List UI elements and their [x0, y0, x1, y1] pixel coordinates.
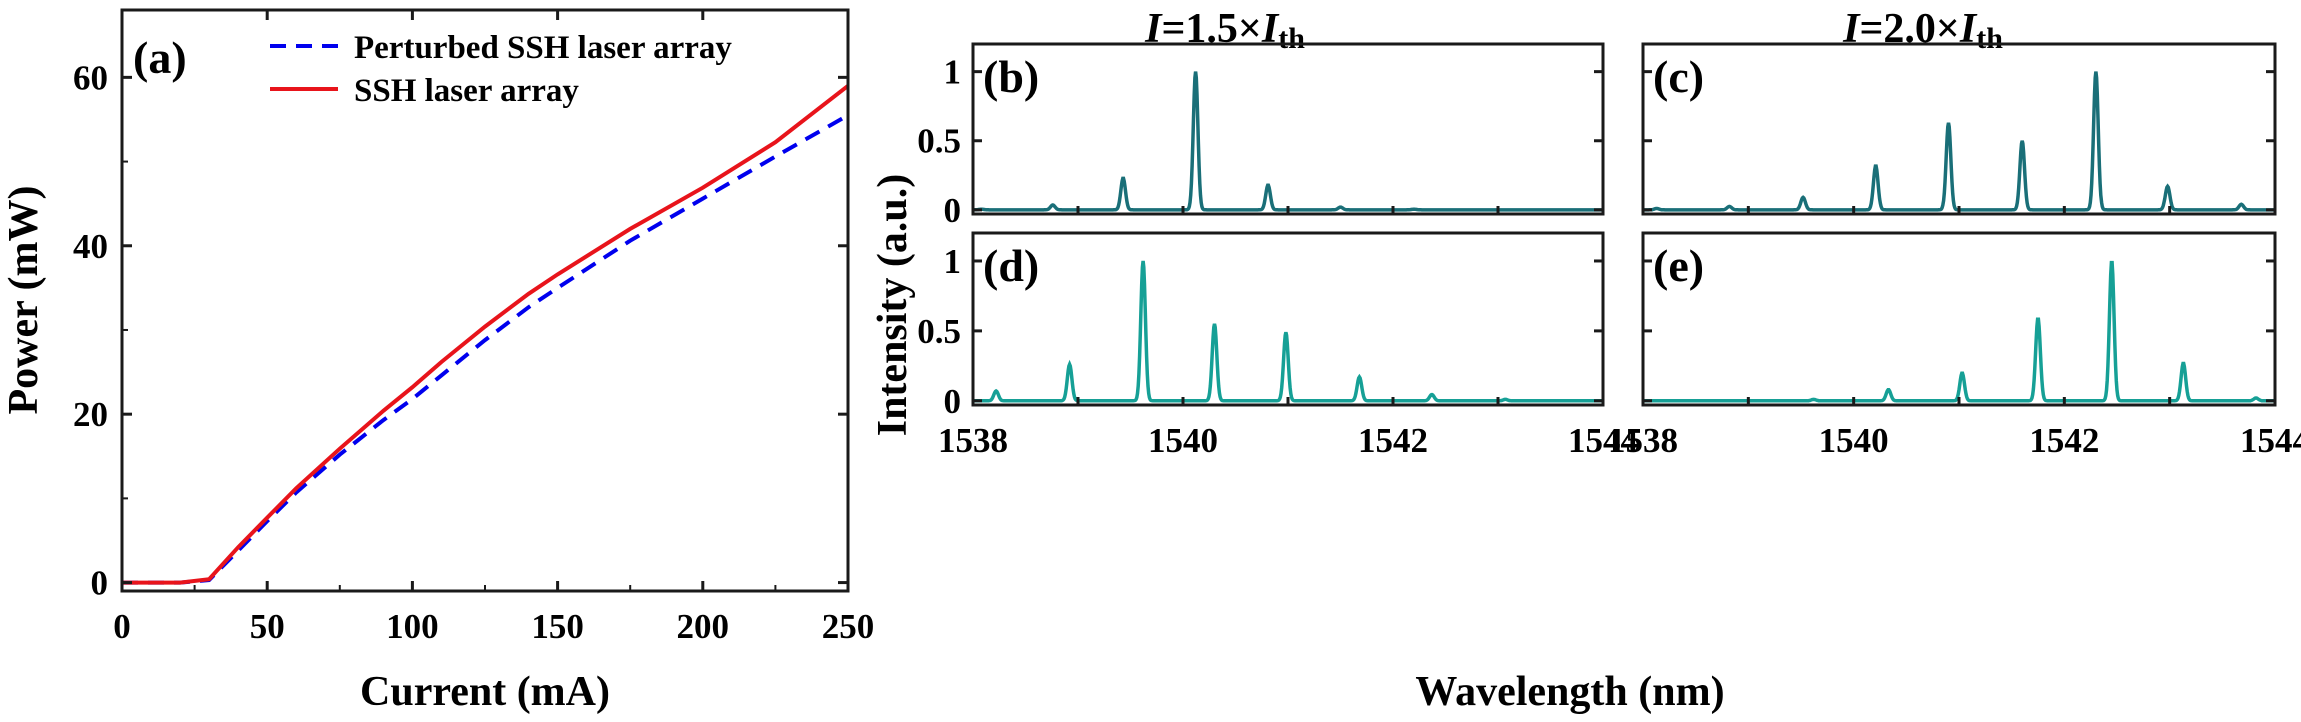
x-tick-label: 50	[250, 607, 285, 646]
panel-a-frame	[120, 8, 850, 593]
x-tick-label: 1544	[2240, 421, 2301, 460]
y-tick-label: 0.5	[917, 312, 961, 351]
panel-e-ticks: 1538 1540 1542 1544	[1608, 259, 2301, 460]
column-title-left: I=1.5×Ith	[1144, 6, 1305, 55]
x-tick-label: 100	[386, 607, 439, 646]
panel-e-frame	[1641, 231, 2277, 407]
spectrum-line	[973, 260, 1603, 403]
y-tick-label: 0.5	[917, 122, 961, 161]
panel-b-spectrum: 00.51 (b)	[917, 42, 1605, 230]
shared-x-axis-label: Wavelength (nm)	[1415, 669, 1724, 715]
y-tick-label: 1	[944, 242, 962, 281]
x-tick-label: 1538	[1608, 421, 1678, 460]
panel-d-spectrum: 0 0.5 1 1538 1540 1542 1544 (d)	[917, 231, 1638, 460]
panel-e-label: (e)	[1653, 240, 1704, 291]
spectrum-line	[1643, 71, 2275, 212]
panel-c-frame	[1641, 42, 2277, 216]
panel-b-frame	[971, 42, 1605, 216]
panel-a-ticks: 0 50 100 150 200 250 0 20 40 60	[73, 10, 874, 646]
panel-a-y-axis-label: Power (mW)	[1, 186, 47, 415]
panel-e-trace	[1643, 260, 2275, 403]
panel-b-trace	[973, 71, 1603, 212]
spectrum-line	[973, 71, 1603, 212]
x-tick-label: 150	[531, 607, 584, 646]
x-tick-label: 200	[677, 607, 730, 646]
legend-label-ssh: SSH laser array	[354, 73, 579, 109]
x-tick-label: 0	[113, 607, 131, 646]
panel-d-frame	[971, 231, 1605, 407]
panel-d-ticks: 0 0.5 1 1538 1540 1542 1544	[917, 242, 1638, 460]
panel-a-legend: Perturbed SSH laser array SSH laser arra…	[270, 30, 732, 109]
x-tick-label: 250	[822, 607, 875, 646]
y-tick-label: 20	[73, 395, 108, 434]
panel-d-trace	[973, 260, 1603, 403]
x-tick-label: 1542	[1358, 421, 1428, 460]
panel-e-spectrum: 1538 1540 1542 1544 (e)	[1608, 231, 2301, 460]
panel-c-trace	[1643, 71, 2275, 212]
panel-a-power-vs-current: 0 50 100 150 200 250 0 20 40 60 (a) Perturbed SSH…	[1, 8, 874, 715]
panel-a-series	[122, 84, 850, 585]
y-tick-label: 40	[73, 227, 108, 266]
y-tick-label: 60	[73, 58, 108, 97]
y-tick-label: 0	[944, 382, 962, 421]
x-tick-label: 1540	[1148, 421, 1218, 460]
x-tick-label: 1542	[2029, 421, 2099, 460]
panel-b-ticks: 00.51	[917, 53, 1605, 230]
legend-label-perturbed: Perturbed SSH laser array	[354, 30, 732, 66]
panel-d-label: (d)	[983, 240, 1039, 291]
series-line-ssh	[122, 84, 850, 585]
column-title-right: I=2.0×Ith	[1842, 6, 2003, 55]
panel-a-label: (a)	[133, 32, 187, 83]
y-tick-label: 1	[944, 53, 962, 92]
y-tick-label: 0	[944, 191, 962, 230]
x-tick-label: 1540	[1819, 421, 1889, 460]
panel-a-x-axis-label: Current (mA)	[360, 669, 610, 715]
panel-c-ticks	[1641, 70, 2277, 214]
x-tick-label: 1544	[1568, 421, 1638, 460]
panel-b-label: (b)	[983, 51, 1039, 102]
panel-c-label: (c)	[1653, 51, 1704, 102]
x-tick-label: 1538	[938, 421, 1008, 460]
spectrum-line	[1643, 260, 2275, 403]
series-line-perturbed	[122, 113, 849, 585]
shared-y-axis-label: Intensity (a.u.)	[870, 174, 916, 437]
y-tick-label: 0	[91, 564, 109, 603]
panel-c-spectrum: (c)	[1641, 42, 2277, 216]
